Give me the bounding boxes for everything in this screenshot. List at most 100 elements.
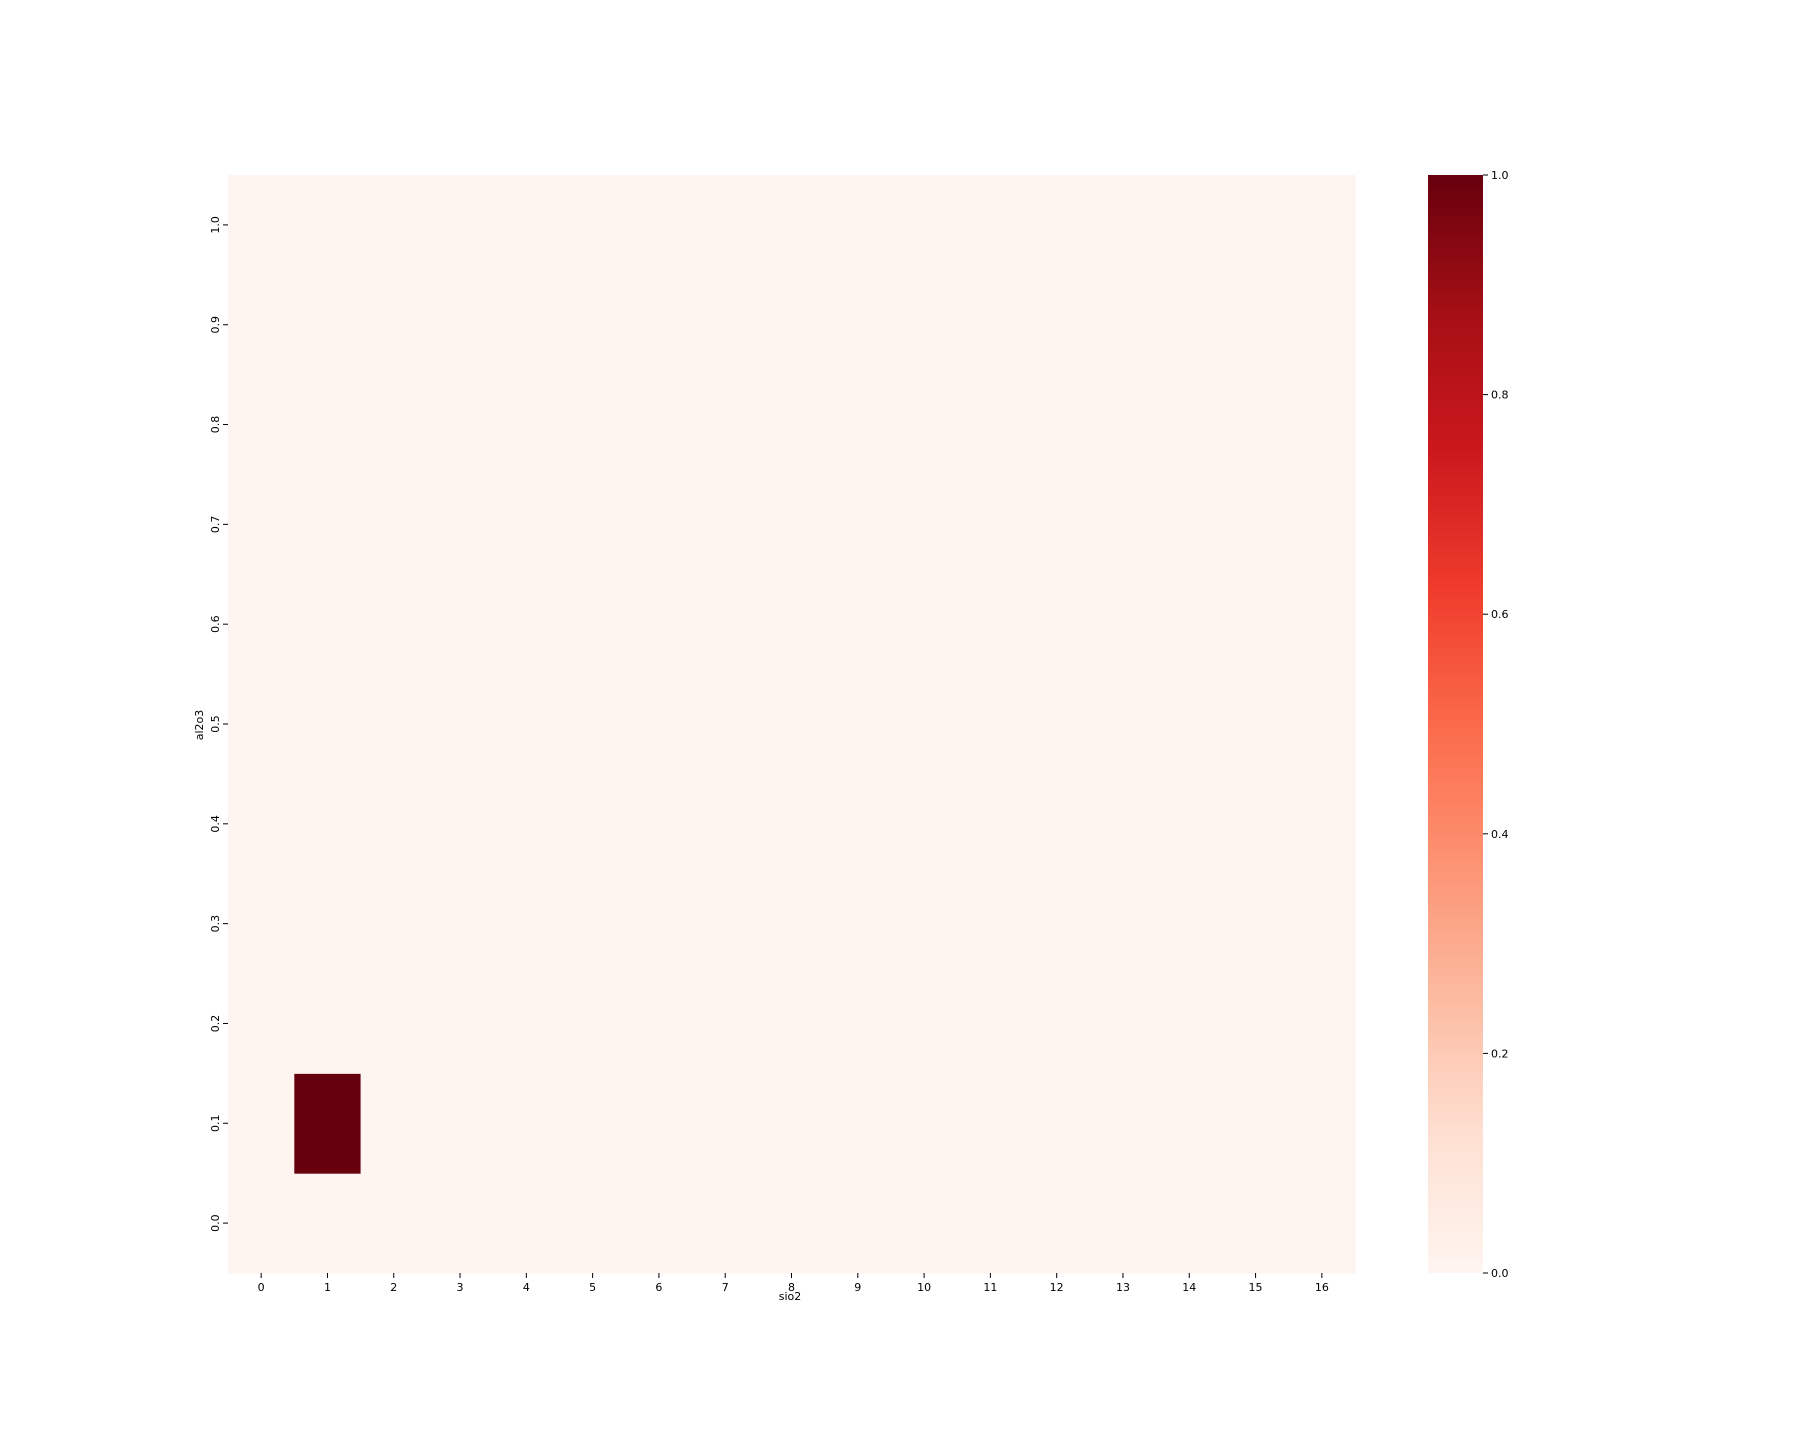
- y-axis-label: al2o3: [193, 710, 206, 741]
- heatmap-cell-16-0.6: [1288, 574, 1356, 675]
- heatmap-cell-16-1.0: [1288, 175, 1356, 276]
- heatmap-cell-12-0.6: [1023, 574, 1091, 675]
- heatmap-cell-4-0.1: [493, 1073, 560, 1174]
- x-tick-label-14: 14: [1182, 1281, 1196, 1294]
- heatmap-cell-14-0.1: [1156, 1073, 1223, 1174]
- heatmap-cell-15-0.6: [1222, 574, 1290, 675]
- heatmap-cell-14-0.3: [1156, 873, 1223, 975]
- colorbar-tick-label-0.8: 0.8: [1491, 389, 1509, 402]
- heatmap-cell-2-0.1: [360, 1073, 428, 1174]
- heatmap-cell-12-0.7: [1023, 474, 1091, 575]
- heatmap-cell-3-0.5: [426, 674, 494, 775]
- heatmap-cell-8-0.5: [758, 674, 826, 775]
- x-tick-label-3: 3: [457, 1281, 464, 1294]
- y-tick-label-0.3: 0.3: [209, 915, 222, 933]
- heatmap-cell-3-0.4: [426, 773, 494, 875]
- heatmap-cell-7-0.2: [692, 973, 759, 1074]
- heatmap-cell-7-0.8: [692, 374, 759, 475]
- heatmap-cell-10-0.6: [890, 574, 958, 675]
- heatmap-cell-4-0.5: [493, 674, 560, 775]
- heatmap-cell-6-0.4: [625, 773, 693, 875]
- heatmap-cell-11-0.9: [957, 274, 1025, 376]
- heatmap-cell-0-0.2: [228, 973, 295, 1074]
- heatmap-cell-9-0.7: [824, 474, 892, 575]
- colorbar-tick-label-0.2: 0.2: [1491, 1047, 1509, 1060]
- heatmap-cell-6-0.1: [625, 1073, 693, 1174]
- heatmap-cell-13-0.8: [1089, 374, 1157, 475]
- heatmap-cell-8-0.0: [758, 1173, 826, 1274]
- x-tick-label-8: 8: [788, 1281, 795, 1294]
- heatmap-cell-11-0.1: [957, 1073, 1025, 1174]
- x-tick-label-12: 12: [1050, 1281, 1064, 1294]
- heatmap-cell-0-0.6: [228, 574, 295, 675]
- heatmap-cell-7-1.0: [692, 175, 759, 276]
- x-tick-label-11: 11: [983, 1281, 997, 1294]
- heatmap-cell-11-0.0: [957, 1173, 1025, 1274]
- heatmap-cell-5-0.5: [559, 674, 627, 775]
- heatmap-cell-10-0.5: [890, 674, 958, 775]
- y-tick-label-0.4: 0.4: [209, 815, 222, 833]
- heatmap-cell-15-0.5: [1222, 674, 1290, 775]
- colorbar-tick-label-0.6: 0.6: [1491, 608, 1509, 621]
- y-tick-label-0.5: 0.5: [209, 715, 222, 733]
- heatmap-cell-7-0.5: [692, 674, 759, 775]
- heatmap-cell-14-1.0: [1156, 175, 1223, 276]
- heatmap-cell-6-0.0: [625, 1173, 693, 1274]
- heatmap-cell-7-0.7: [692, 474, 759, 575]
- x-tick-label-5: 5: [589, 1281, 596, 1294]
- plot-area: [228, 175, 1356, 1274]
- heatmap-cell-7-0.9: [692, 274, 759, 376]
- heatmap-cell-9-0.6: [824, 574, 892, 675]
- heatmap-cell-7-0.6: [692, 574, 759, 675]
- heatmap-cell-2-1.0: [360, 175, 428, 276]
- heatmap-cell-9-0.0: [824, 1173, 892, 1274]
- heatmap-cell-11-0.7: [957, 474, 1025, 575]
- heatmap-cell-13-0.2: [1089, 973, 1157, 1074]
- heatmap-cell-7-0.0: [692, 1173, 759, 1274]
- heatmap-cell-10-0.0: [890, 1173, 958, 1274]
- heatmap-cell-8-0.9: [758, 274, 826, 376]
- heatmap-cell-3-0.3: [426, 873, 494, 975]
- colorbar-tick-label-0.4: 0.4: [1491, 828, 1509, 841]
- heatmap-cell-0-0.5: [228, 674, 295, 775]
- heatmap-cell-12-0.0: [1023, 1173, 1091, 1274]
- x-tick-label-10: 10: [917, 1281, 931, 1294]
- y-tick-label-0.9: 0.9: [209, 316, 222, 334]
- x-axis: 0 1 2 3 4 5 6 7 8 9 10 11 12 13 14 15 16: [258, 1273, 1329, 1294]
- heatmap-cell-16-0.3: [1288, 873, 1356, 975]
- heatmap-cell-8-0.2: [758, 973, 826, 1074]
- heatmap-cell-12-0.2: [1023, 973, 1091, 1074]
- heatmap-cell-0-0.4: [228, 773, 295, 875]
- heatmap-cell-14-0.5: [1156, 674, 1223, 775]
- y-tick-label-0.6: 0.6: [209, 615, 222, 633]
- heatmap-cell-2-0.5: [360, 674, 428, 775]
- heatmap-cell-15-1.0: [1222, 175, 1290, 276]
- x-tick-label-15: 15: [1249, 1281, 1263, 1294]
- heatmap-cell-11-0.8: [957, 374, 1025, 475]
- heatmap-cell-14-0.0: [1156, 1173, 1223, 1274]
- heatmap-cell-4-0.8: [493, 374, 560, 475]
- heatmap-cell-16-0.9: [1288, 274, 1356, 376]
- heatmap-cell-4-1.0: [493, 175, 560, 276]
- heatmap-cell-3-0.7: [426, 474, 494, 575]
- heatmap-cell-11-0.6: [957, 574, 1025, 675]
- heatmap-cell-3-0.6: [426, 574, 494, 675]
- heatmap-cell-15-0.1: [1222, 1073, 1290, 1174]
- heatmap-cell-5-1.0: [559, 175, 627, 276]
- colorbar: 0.0 0.2 0.4 0.6 0.8 1.0: [1428, 169, 1509, 1280]
- heatmap-cell-1-1.0: [294, 175, 362, 276]
- heatmap-cell-4-0.6: [493, 574, 560, 675]
- heatmap-cell-8-0.4: [758, 773, 826, 875]
- heatmap-cell-4-0.9: [493, 274, 560, 376]
- heatmap-cell-14-0.4: [1156, 773, 1223, 875]
- heatmap-cell-11-0.3: [957, 873, 1025, 975]
- x-tick-label-6: 6: [655, 1281, 662, 1294]
- colorbar-gradient: [1428, 175, 1483, 1273]
- heatmap-cell-9-0.9: [824, 274, 892, 376]
- heatmap-cell-15-0.4: [1222, 773, 1290, 875]
- heatmap-cell-5-0.7: [559, 474, 627, 575]
- heatmap-cell-5-0.4: [559, 773, 627, 875]
- y-tick-label-0.7: 0.7: [209, 516, 222, 534]
- heatmap-cell-6-0.3: [625, 873, 693, 975]
